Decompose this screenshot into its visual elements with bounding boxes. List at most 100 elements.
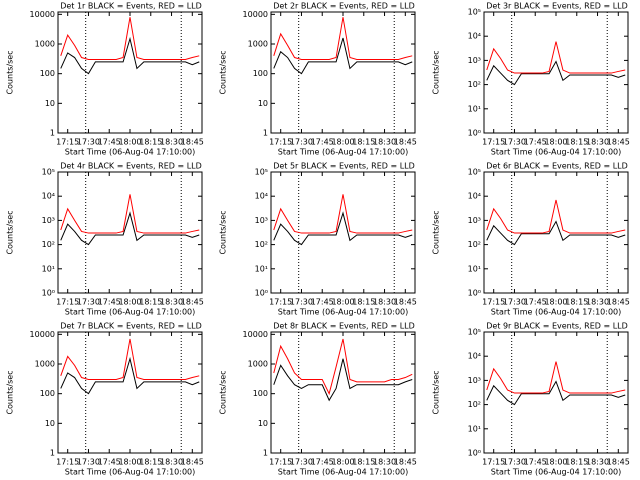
x-tick-label: 17:15	[56, 298, 79, 307]
x-tick-label: 17:45	[311, 458, 334, 467]
x-axis-label: Start Time (06-Aug-04 17:10:00)	[278, 468, 409, 477]
y-axis-label: Counts/sec	[219, 210, 228, 254]
data-line	[486, 361, 626, 394]
x-tick-label: 17:30	[77, 138, 100, 147]
x-tick-label: 18:30	[160, 138, 183, 147]
x-tick-label: 17:45	[98, 458, 121, 467]
x-axis-label: Start Time (06-Aug-04 17:10:00)	[65, 308, 196, 317]
y-tick-label: 10⁰	[468, 449, 481, 458]
x-axis-label: Start Time (06-Aug-04 17:10:00)	[278, 308, 409, 317]
x-tick-label: 18:00	[331, 298, 354, 307]
chart-title: Det 5r BLACK = Events, RED = LLD	[273, 162, 415, 171]
y-tick-label: 10⁵	[468, 8, 481, 17]
x-tick-label: 18:45	[181, 138, 204, 147]
data-line	[60, 194, 200, 234]
x-tick-label: 17:15	[482, 458, 505, 467]
y-axis-label: Counts/sec	[6, 50, 15, 94]
plot-frame	[270, 171, 416, 294]
x-tick-label: 18:00	[544, 458, 567, 467]
plot-frame	[483, 171, 629, 294]
chart-title: Det 8r BLACK = Events, RED = LLD	[273, 322, 415, 331]
x-axis-label: Start Time (06-Aug-04 17:10:00)	[491, 148, 622, 157]
y-tick-label: 10000	[243, 10, 268, 19]
x-axis-label: Start Time (06-Aug-04 17:10:00)	[65, 468, 196, 477]
x-tick-label: 17:30	[77, 298, 100, 307]
x-tick-label: 18:45	[607, 138, 630, 147]
x-tick-label: 18:15	[565, 298, 588, 307]
data-line	[60, 356, 200, 395]
y-axis-label: Counts/sec	[219, 50, 228, 94]
x-axis-label: Start Time (06-Aug-04 17:10:00)	[491, 468, 622, 477]
x-tick-label: 17:15	[269, 298, 292, 307]
y-tick-label: 10³	[468, 376, 481, 385]
y-tick-label: 10¹	[468, 424, 481, 433]
data-line	[273, 338, 413, 396]
y-tick-label: 1000	[248, 360, 268, 369]
y-tick-label: 1	[50, 449, 55, 458]
x-tick-label: 18:45	[394, 298, 417, 307]
data-line	[60, 17, 200, 61]
y-axis-label: Counts/sec	[432, 50, 441, 94]
y-tick-label: 10⁵	[468, 168, 481, 177]
x-tick-label: 18:15	[139, 138, 162, 147]
y-tick-label: 10⁰	[255, 289, 268, 298]
x-axis-label: Start Time (06-Aug-04 17:10:00)	[278, 148, 409, 157]
plot-frame	[483, 11, 629, 134]
y-tick-label: 1	[263, 129, 268, 138]
x-tick-label: 18:45	[607, 298, 630, 307]
x-tick-label: 18:00	[118, 138, 141, 147]
y-tick-label: 100	[40, 69, 55, 78]
y-tick-label: 10³	[255, 216, 268, 225]
x-tick-label: 17:45	[524, 458, 547, 467]
plot-frame	[270, 11, 416, 134]
data-line	[273, 211, 413, 246]
x-tick-label: 17:30	[290, 458, 313, 467]
x-tick-label: 17:30	[503, 138, 526, 147]
y-tick-label: 10²	[468, 240, 481, 249]
y-tick-label: 10⁰	[468, 289, 481, 298]
y-tick-label: 100	[253, 69, 268, 78]
y-tick-label: 10⁴	[255, 192, 268, 201]
x-tick-label: 17:45	[311, 298, 334, 307]
y-tick-label: 10⁰	[42, 289, 55, 298]
data-line	[486, 220, 626, 246]
y-tick-label: 10³	[42, 216, 55, 225]
y-tick-label: 10²	[468, 80, 481, 89]
data-line	[60, 338, 200, 381]
x-tick-label: 18:45	[181, 298, 204, 307]
chart-title: Det 9r BLACK = Events, RED = LLD	[486, 322, 628, 331]
x-tick-label: 18:00	[331, 458, 354, 467]
chart-title: Det 1r BLACK = Events, RED = LLD	[60, 2, 202, 11]
x-tick-label: 18:45	[181, 458, 204, 467]
x-tick-label: 18:00	[118, 458, 141, 467]
plot-frame	[57, 11, 203, 134]
y-tick-label: 10⁰	[468, 129, 481, 138]
y-tick-label: 10⁵	[468, 328, 481, 337]
plot-frame	[57, 171, 203, 294]
x-tick-label: 17:15	[482, 298, 505, 307]
data-line	[273, 37, 413, 75]
chart-title: Det 3r BLACK = Events, RED = LLD	[486, 2, 628, 11]
plot-frame	[483, 331, 629, 454]
x-tick-label: 18:00	[544, 298, 567, 307]
chart-title: Det 7r BLACK = Events, RED = LLD	[60, 322, 202, 331]
y-tick-label: 1000	[35, 40, 55, 49]
x-tick-label: 18:30	[160, 458, 183, 467]
x-tick-label: 17:30	[503, 458, 526, 467]
chart-title: Det 4r BLACK = Events, RED = LLD	[60, 162, 202, 171]
data-line	[60, 36, 200, 75]
plot-frame	[270, 331, 416, 454]
y-tick-label: 10000	[30, 10, 55, 19]
x-tick-label: 18:00	[331, 138, 354, 147]
y-axis-label: Counts/sec	[219, 370, 228, 414]
x-axis-label: Start Time (06-Aug-04 17:10:00)	[65, 148, 196, 157]
data-line	[273, 358, 413, 402]
y-tick-label: 10⁴	[468, 192, 481, 201]
x-tick-label: 17:30	[290, 298, 313, 307]
x-tick-label: 17:45	[98, 138, 121, 147]
x-tick-label: 18:30	[586, 298, 609, 307]
chart-title: Det 2r BLACK = Events, RED = LLD	[273, 2, 415, 11]
data-line	[486, 41, 626, 74]
x-tick-label: 18:30	[373, 458, 396, 467]
